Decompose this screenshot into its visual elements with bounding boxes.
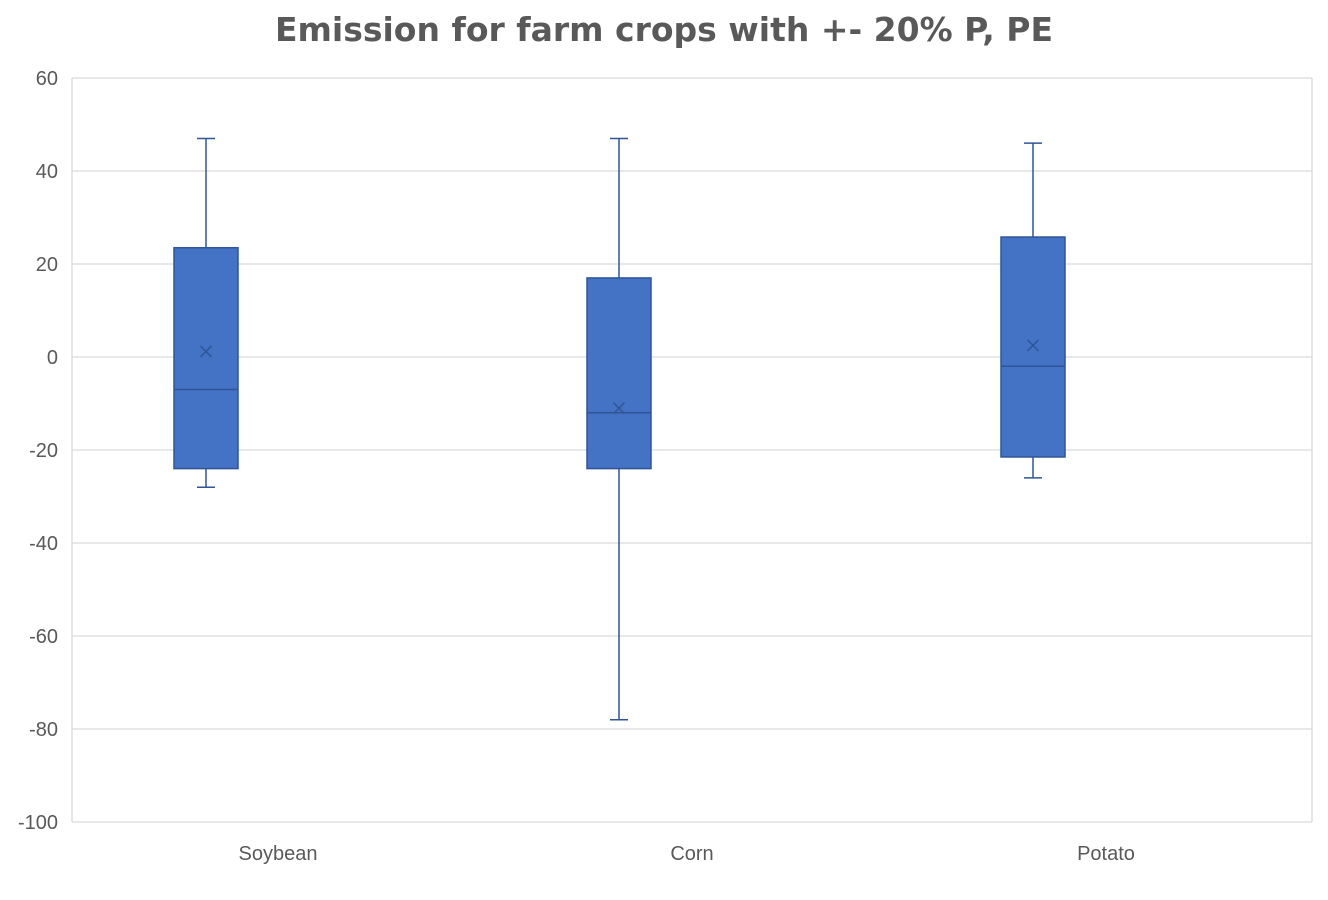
chart-title: Emission for farm crops with +- 20% P, P… bbox=[274, 10, 1054, 49]
mean-marker bbox=[199, 345, 213, 358]
axis-layer bbox=[71, 78, 1313, 822]
y-tick-label: -100 bbox=[18, 812, 58, 834]
y-tick-labels: 60 40 20 0 -20 -40 -60 -80 -100 bbox=[18, 68, 58, 834]
category-label: Potato bbox=[1077, 843, 1135, 865]
y-tick-label: -20 bbox=[29, 440, 58, 462]
y-tick-label: 40 bbox=[36, 161, 58, 183]
category-label: Soybean bbox=[239, 843, 318, 865]
category-label: Corn bbox=[670, 843, 713, 865]
box-iqr bbox=[173, 246, 239, 470]
y-tick-label: 20 bbox=[36, 254, 58, 276]
y-tick-label: -40 bbox=[29, 533, 58, 555]
box-layer bbox=[173, 137, 1066, 721]
y-tick-label: -60 bbox=[29, 626, 58, 648]
box-plot-soybean bbox=[173, 137, 239, 488]
y-tick-label: 0 bbox=[47, 347, 58, 369]
y-tick-label: -80 bbox=[29, 719, 58, 741]
category-labels: Soybean Corn Potato bbox=[239, 843, 1135, 865]
box-iqr bbox=[1000, 236, 1066, 458]
mean-marker bbox=[612, 402, 626, 415]
mean-marker bbox=[1026, 339, 1040, 352]
box-plot-potato bbox=[1000, 142, 1066, 479]
grid-layer bbox=[72, 77, 1312, 823]
box-plot-corn bbox=[586, 137, 652, 721]
y-tick-label: 60 bbox=[36, 68, 58, 90]
box-iqr bbox=[586, 277, 652, 470]
